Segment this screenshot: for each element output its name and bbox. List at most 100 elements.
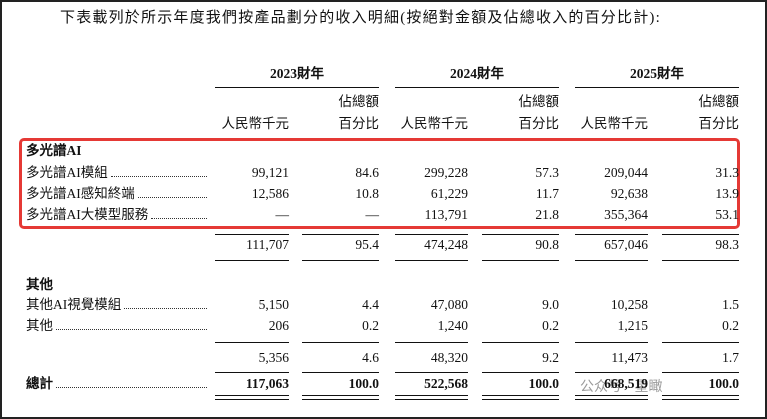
table-cell: 12,586 bbox=[251, 186, 289, 201]
column-header: 佔總額 bbox=[698, 94, 740, 109]
column-header: 人民幣千元 bbox=[580, 116, 649, 131]
rule-line bbox=[215, 342, 289, 343]
table-cell: 1,240 bbox=[437, 318, 468, 333]
rule-line bbox=[482, 399, 559, 400]
rule-line bbox=[575, 342, 648, 343]
table-cell: 92,638 bbox=[610, 186, 648, 201]
table-cell: 57.3 bbox=[535, 165, 559, 180]
table-cell: 95.4 bbox=[355, 237, 379, 252]
table-cell: 209,044 bbox=[604, 165, 648, 180]
table-cell: 0.2 bbox=[722, 318, 739, 333]
table-cell: 668,519 bbox=[604, 376, 648, 391]
rule-line bbox=[302, 395, 379, 396]
rule-line bbox=[575, 395, 648, 396]
column-header: 百分比 bbox=[518, 116, 560, 131]
table-cell: 474,248 bbox=[424, 237, 468, 252]
total-label: 總計 bbox=[26, 376, 53, 391]
table-cell: 10,258 bbox=[610, 297, 648, 312]
year-header: 2023財年 bbox=[270, 66, 324, 81]
rule-line bbox=[662, 342, 739, 343]
leader-dots bbox=[124, 308, 207, 309]
rule-line bbox=[302, 342, 379, 343]
table-cell: — bbox=[275, 207, 290, 222]
header-rule bbox=[215, 87, 379, 88]
table-cell: 117,063 bbox=[245, 376, 289, 391]
rule-line bbox=[482, 260, 559, 261]
table-cell: 21.8 bbox=[535, 207, 559, 222]
table-cell: 47,080 bbox=[430, 297, 468, 312]
table-cell: 657,046 bbox=[604, 237, 648, 252]
rule-line bbox=[395, 342, 468, 343]
table-cell: 11,473 bbox=[611, 350, 648, 365]
intro-text: 下表載列於所示年度我們按產品劃分的收入明細(按絕對金額及佔總收入的百分比計): bbox=[60, 10, 661, 26]
table-cell: 0.2 bbox=[542, 318, 559, 333]
watermark: 公众号 · 星瞰 bbox=[580, 378, 663, 394]
rule-line bbox=[302, 234, 379, 235]
rule-line bbox=[395, 234, 468, 235]
row-label: 其他AI視覺模組 bbox=[26, 297, 122, 312]
table-cell: 355,364 bbox=[604, 207, 648, 222]
table-cell: 61,229 bbox=[430, 186, 468, 201]
rule-line bbox=[482, 342, 559, 343]
rule-line bbox=[395, 372, 468, 373]
table-cell: 522,568 bbox=[424, 376, 468, 391]
rule-line bbox=[215, 372, 289, 373]
table-cell: 10.8 bbox=[355, 186, 379, 201]
rule-line bbox=[662, 399, 739, 400]
table-cell: 299,228 bbox=[424, 165, 468, 180]
table-cell: 0.2 bbox=[362, 318, 379, 333]
leader-dots bbox=[56, 387, 207, 388]
row-label: 其他 bbox=[26, 318, 53, 333]
table-cell: 5,150 bbox=[258, 297, 289, 312]
table-cell: 13.9 bbox=[715, 186, 739, 201]
column-header: 人民幣千元 bbox=[221, 116, 290, 131]
column-header: 佔總額 bbox=[518, 94, 560, 109]
table-cell: 53.1 bbox=[715, 207, 739, 222]
table-cell: 113,791 bbox=[424, 207, 468, 222]
rule-line bbox=[482, 234, 559, 235]
section-label: 多光譜AI bbox=[26, 143, 82, 158]
table-cell: 90.8 bbox=[535, 237, 559, 252]
year-header: 2024財年 bbox=[450, 66, 504, 81]
table-cell: 9.2 bbox=[542, 350, 559, 365]
column-header: 佔總額 bbox=[338, 94, 380, 109]
rule-line bbox=[215, 260, 289, 261]
row-label: 多光譜AI大模型服務 bbox=[26, 207, 149, 222]
year-header: 2025財年 bbox=[630, 66, 684, 81]
header-rule bbox=[575, 87, 739, 88]
table-cell: 4.6 bbox=[362, 350, 379, 365]
rule-line bbox=[662, 260, 739, 261]
rule-line bbox=[575, 260, 648, 261]
table-cell: 1,215 bbox=[617, 318, 648, 333]
table-cell: 100.0 bbox=[348, 376, 379, 391]
table-cell: 31.3 bbox=[715, 165, 739, 180]
table-cell: 206 bbox=[268, 318, 289, 333]
rule-line bbox=[482, 395, 559, 396]
table-cell: 5,356 bbox=[258, 350, 289, 365]
column-header: 百分比 bbox=[338, 116, 380, 131]
table-cell: 84.6 bbox=[355, 165, 379, 180]
table-cell: 1.5 bbox=[722, 297, 739, 312]
table-cell: 4.4 bbox=[362, 297, 379, 312]
table-cell: 111,707 bbox=[246, 237, 289, 252]
rule-line bbox=[215, 395, 289, 396]
section-label: 其他 bbox=[26, 277, 53, 292]
rule-line bbox=[302, 399, 379, 400]
rule-line bbox=[395, 260, 468, 261]
header-rule bbox=[395, 87, 559, 88]
rule-line bbox=[662, 372, 739, 373]
rule-line bbox=[662, 234, 739, 235]
leader-dots bbox=[151, 218, 207, 219]
row-label: 多光譜AI感知終端 bbox=[26, 186, 135, 201]
rule-line bbox=[482, 372, 559, 373]
column-header: 人民幣千元 bbox=[400, 116, 469, 131]
rule-line bbox=[395, 395, 468, 396]
row-label: 多光譜AI模組 bbox=[26, 165, 108, 180]
rule-line bbox=[662, 395, 739, 396]
leader-dots bbox=[137, 197, 207, 198]
rule-line bbox=[215, 234, 289, 235]
rule-line bbox=[302, 372, 379, 373]
table-cell: 9.0 bbox=[542, 297, 559, 312]
leader-dots bbox=[56, 329, 207, 330]
